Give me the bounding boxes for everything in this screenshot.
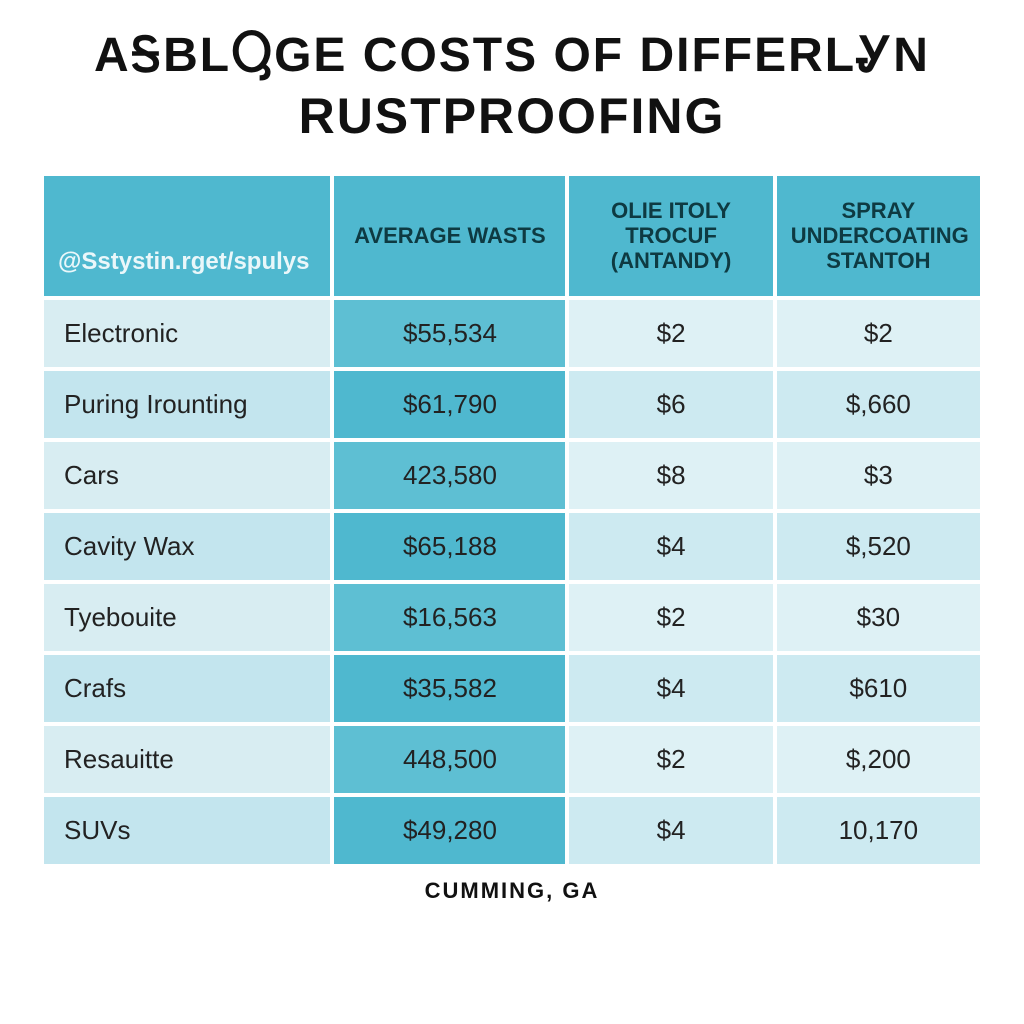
row-value: $3 (777, 442, 980, 509)
title-line-2: RUSTPROOFING (40, 89, 984, 144)
row-value: $,660 (777, 371, 980, 438)
row-value: $2 (569, 584, 772, 651)
row-label: Electronic (44, 300, 330, 367)
row-label: Cars (44, 442, 330, 509)
row-label: SUVs (44, 797, 330, 864)
row-value: $8 (569, 442, 772, 509)
row-label: Puring Irounting (44, 371, 330, 438)
table-row: Puring Irounting$61,790$6$,660 (44, 371, 980, 438)
row-value: $61,790 (334, 371, 565, 438)
row-value: $16,563 (334, 584, 565, 651)
row-value: $65,188 (334, 513, 565, 580)
row-value: $2 (777, 300, 980, 367)
row-label: Crafs (44, 655, 330, 722)
col-header-olie-itoly: OLIE ITOLY TROCUF (ANTANDY) (569, 176, 772, 296)
table-row: Electronic$55,534$2$2 (44, 300, 980, 367)
row-value: 10,170 (777, 797, 980, 864)
col-header-spray-undercoating: SPRAY UNDERCOATING STANTOH (777, 176, 980, 296)
table-row: Cars423,580$8$3 (44, 442, 980, 509)
table-corner-label: @Sstystin.rget/spulys (44, 176, 330, 296)
row-value: $6 (569, 371, 772, 438)
page-title: AᎦBLႳGE COSTS OF DIFFERLᎽN RUSTPROOFING (40, 30, 984, 144)
row-value: $2 (569, 300, 772, 367)
table-body: Electronic$55,534$2$2Puring Irounting$61… (44, 300, 980, 864)
table-header-row: @Sstystin.rget/spulys AVERAGE WASTS OLIE… (44, 176, 980, 296)
rustproofing-costs-table: @Sstystin.rget/spulys AVERAGE WASTS OLIE… (40, 172, 984, 868)
table-row: SUVs$49,280$410,170 (44, 797, 980, 864)
row-value: $,520 (777, 513, 980, 580)
row-value: 423,580 (334, 442, 565, 509)
row-value: $2 (569, 726, 772, 793)
row-value: $49,280 (334, 797, 565, 864)
title-line-1: AᎦBLႳGE COSTS OF DIFFERLᎽN (40, 30, 984, 83)
footer-location: CUMMING, GA (40, 878, 984, 904)
row-label: Tyebouite (44, 584, 330, 651)
row-value: $55,534 (334, 300, 565, 367)
table-row: Tyebouite$16,563$2$30 (44, 584, 980, 651)
row-value: $610 (777, 655, 980, 722)
table-row: Resauitte448,500$2$,200 (44, 726, 980, 793)
row-value: $35,582 (334, 655, 565, 722)
row-label: Cavity Wax (44, 513, 330, 580)
row-value: 448,500 (334, 726, 565, 793)
row-value: $4 (569, 797, 772, 864)
row-value: $30 (777, 584, 980, 651)
table-row: Cavity Wax$65,188$4$,520 (44, 513, 980, 580)
table-row: Crafs$35,582$4$610 (44, 655, 980, 722)
col-header-average-wasts: AVERAGE WASTS (334, 176, 565, 296)
row-value: $4 (569, 655, 772, 722)
row-label: Resauitte (44, 726, 330, 793)
row-value: $,200 (777, 726, 980, 793)
row-value: $4 (569, 513, 772, 580)
